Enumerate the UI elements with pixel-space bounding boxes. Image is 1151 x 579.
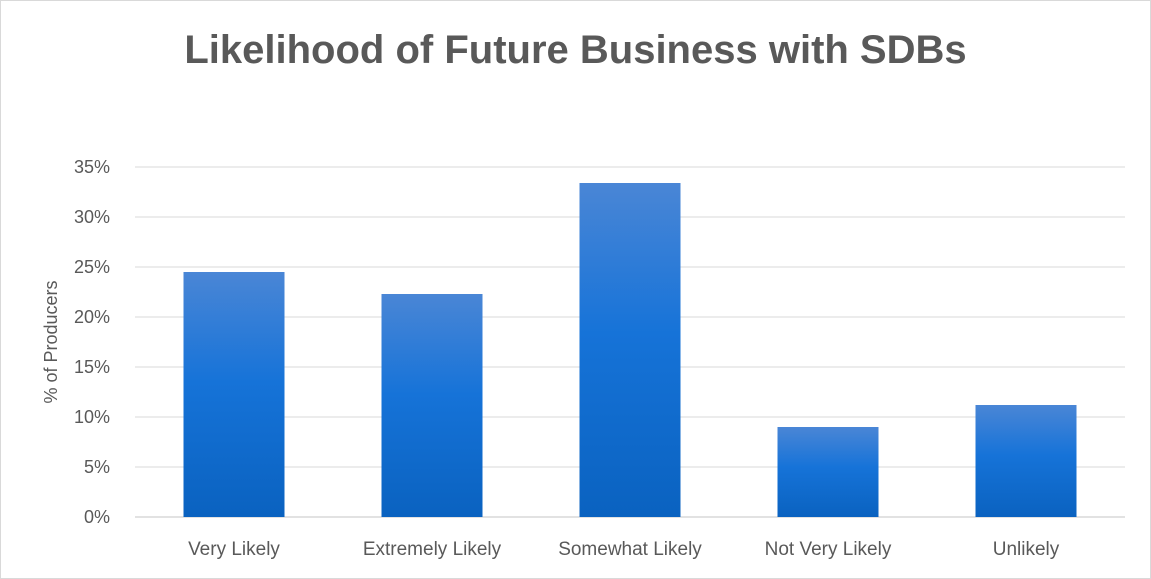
- y-tick-labels: 0% 5% 10% 15% 20% 25% 30% 35%: [74, 157, 110, 527]
- y-tick-label: 20%: [74, 307, 110, 327]
- x-category-label: Somewhat Likely: [558, 539, 702, 560]
- y-tick-label: 15%: [74, 357, 110, 377]
- x-category-label: Extremely Likely: [363, 539, 502, 560]
- bars: [183, 183, 1077, 517]
- bar-extremely-likely: [381, 294, 483, 517]
- y-tick-label: 10%: [74, 407, 110, 427]
- y-tick-label: 35%: [74, 157, 110, 177]
- category-labels: Very Likely Extremely Likely Somewhat Like…: [188, 539, 1060, 560]
- y-tick-label: 30%: [74, 207, 110, 227]
- bar-not-very-likely: [777, 427, 879, 517]
- bar-unlikely: [975, 405, 1077, 517]
- x-category-label: Not Very Likely: [765, 539, 892, 560]
- y-axis-title: % of Producers: [41, 280, 61, 403]
- chart-title: Likelihood of Future Business with SDBs: [184, 28, 967, 72]
- x-category-label: Very Likely: [188, 539, 280, 560]
- y-tick-label: 5%: [84, 457, 110, 477]
- x-category-label: Unlikely: [993, 539, 1060, 560]
- bar-very-likely: [183, 272, 285, 517]
- y-tick-label: 25%: [74, 257, 110, 277]
- y-tick-label: 0%: [84, 507, 110, 527]
- bar-somewhat-likely: [579, 183, 681, 517]
